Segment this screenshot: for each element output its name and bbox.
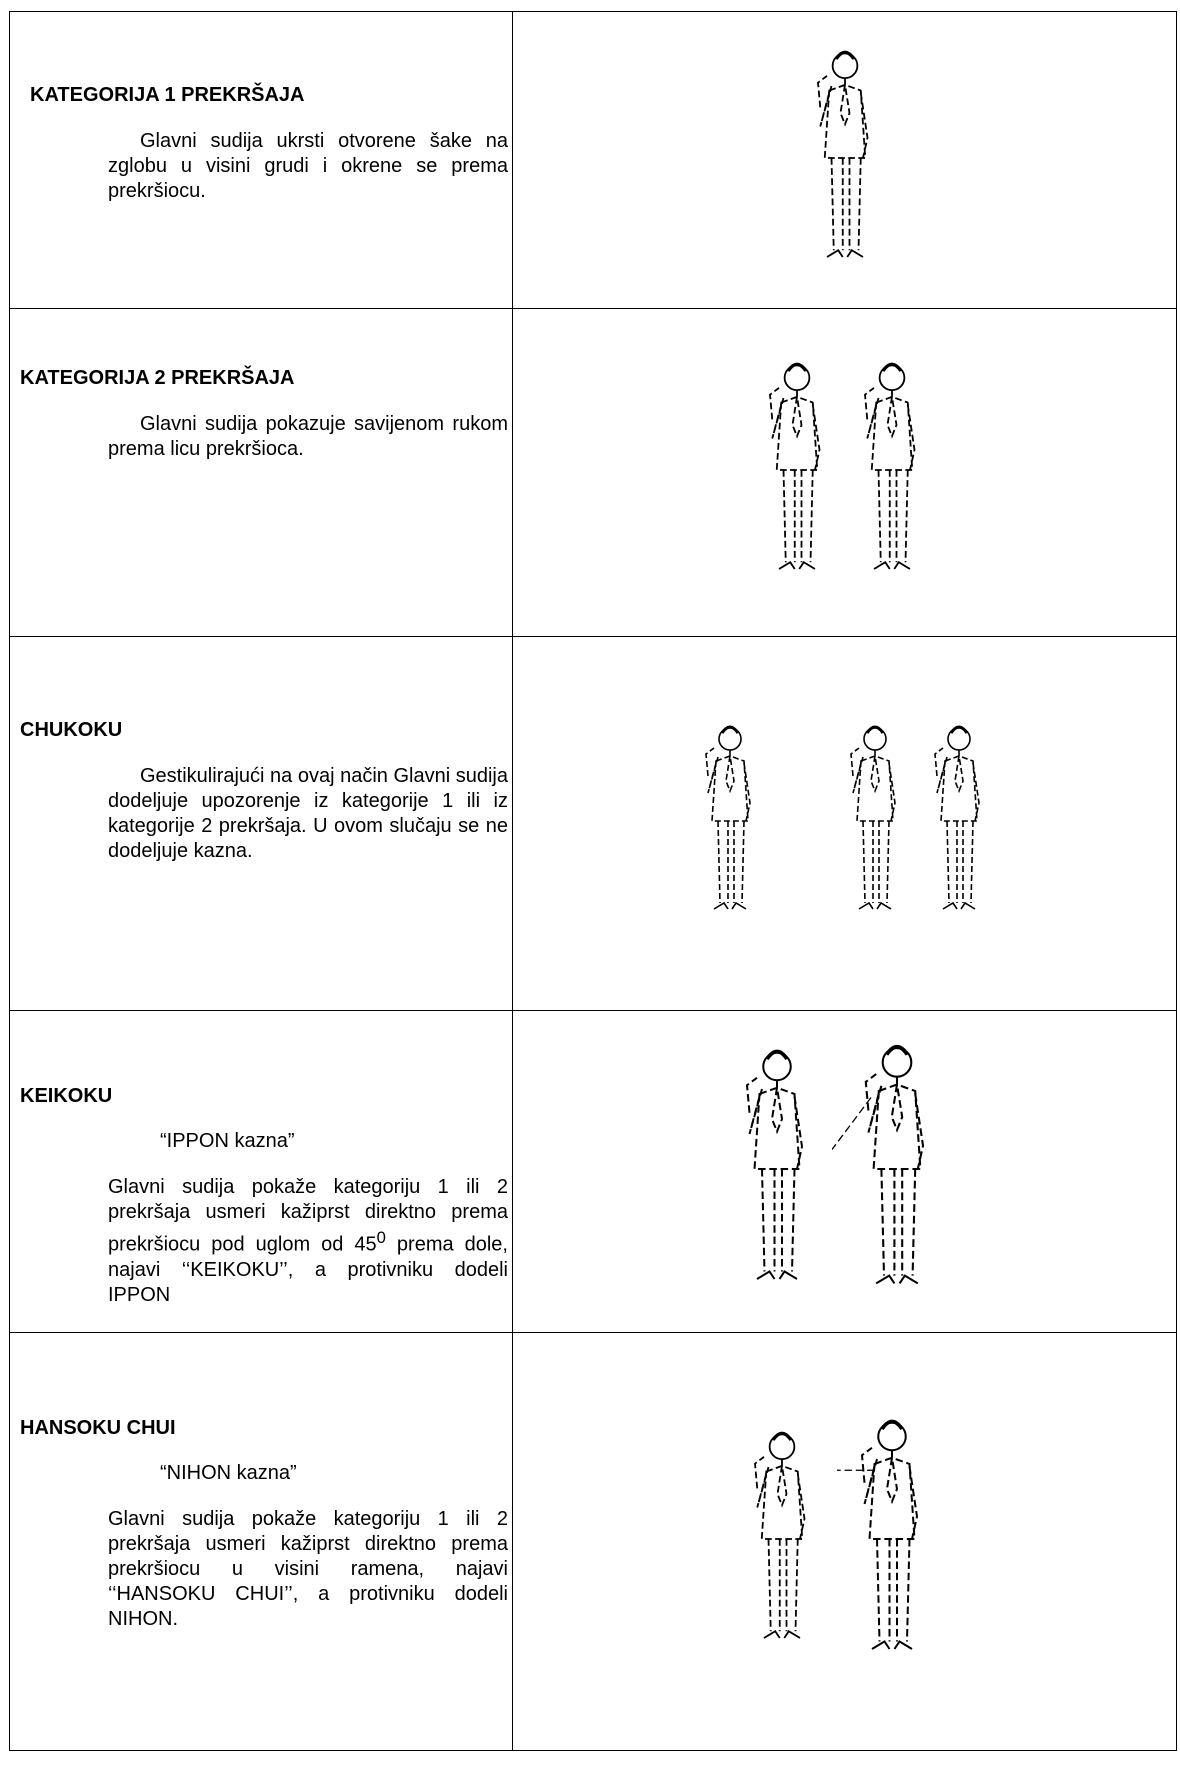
referee-figure <box>863 362 916 571</box>
row: HANSOKU CHUI “NIHON kazna” Glavni sudija… <box>9 1332 1177 1751</box>
image-cell <box>512 1332 1177 1751</box>
image-cell <box>512 308 1177 637</box>
row-body: Gestikulirajući na ovaj način Glavni sud… <box>108 765 508 862</box>
text-cell: CHUKOKU Gestikulirajući na ovaj način Gl… <box>9 636 513 1011</box>
row: KATEGORIJA 1 PREKRŠAJA Glavni sudija ukr… <box>9 11 1177 309</box>
row-subtitle: “IPPON kazna” <box>160 1130 295 1152</box>
row-body: Glavni sudija pokazuje savijenom rukom p… <box>108 413 508 460</box>
signals-table: KATEGORIJA 1 PREKRŠAJA Glavni sudija ukr… <box>9 11 1177 1751</box>
referee-figure <box>836 1419 919 1651</box>
row-title: CHUKOKU <box>20 719 123 741</box>
referee-figure <box>753 1431 807 1640</box>
row-body: Glavni sudija ukrsti otvorene šake na zg… <box>108 130 508 202</box>
row: CHUKOKU Gestikulirajući na ovaj način Gl… <box>9 636 1177 1011</box>
referee-figure <box>933 725 981 911</box>
referee-figure <box>831 1044 925 1286</box>
body-text: Glavni sudija pokaže kategoriju 1 ili 2 … <box>108 1176 508 1256</box>
superscript: 0 <box>376 1228 386 1247</box>
row-title: KATEGORIJA 2 PREKRŠAJA <box>20 367 295 389</box>
text-cell: HANSOKU CHUI “NIHON kazna” Glavni sudija… <box>9 1332 513 1751</box>
row-title: HANSOKU CHUI <box>20 1417 176 1439</box>
row-body: Glavni sudija pokaže kategoriju 1 ili 2 … <box>108 1175 508 1308</box>
text-cell: KEIKOKU “IPPON kazna” Glavni sudija poka… <box>9 1010 513 1333</box>
row: KEIKOKU “IPPON kazna” Glavni sudija poka… <box>9 1010 1177 1333</box>
referee-figure <box>704 725 752 911</box>
referee-figure <box>745 1049 805 1281</box>
text-cell: KATEGORIJA 1 PREKRŠAJA Glavni sudija ukr… <box>9 11 513 309</box>
body-text: prema dole, najavi ‘‘KEIKOKU’’, a protiv… <box>108 1233 508 1306</box>
image-cell <box>512 636 1177 1011</box>
row-title: KEIKOKU <box>20 1085 113 1107</box>
row-body: Glavni sudija pokaže kategoriju 1 ili 2 … <box>108 1508 508 1630</box>
referee-figure <box>849 725 896 911</box>
referee-figure <box>768 362 822 571</box>
row: KATEGORIJA 2 PREKRŠAJA Glavni sudija pok… <box>9 308 1177 637</box>
image-cell <box>512 1010 1177 1333</box>
row-subtitle: “NIHON kazna” <box>160 1462 297 1484</box>
row-title: KATEGORIJA 1 PREKRŠAJA <box>30 84 305 106</box>
image-cell <box>512 11 1177 309</box>
text-cell: KATEGORIJA 2 PREKRŠAJA Glavni sudija pok… <box>9 308 513 637</box>
referee-figure <box>815 50 869 259</box>
